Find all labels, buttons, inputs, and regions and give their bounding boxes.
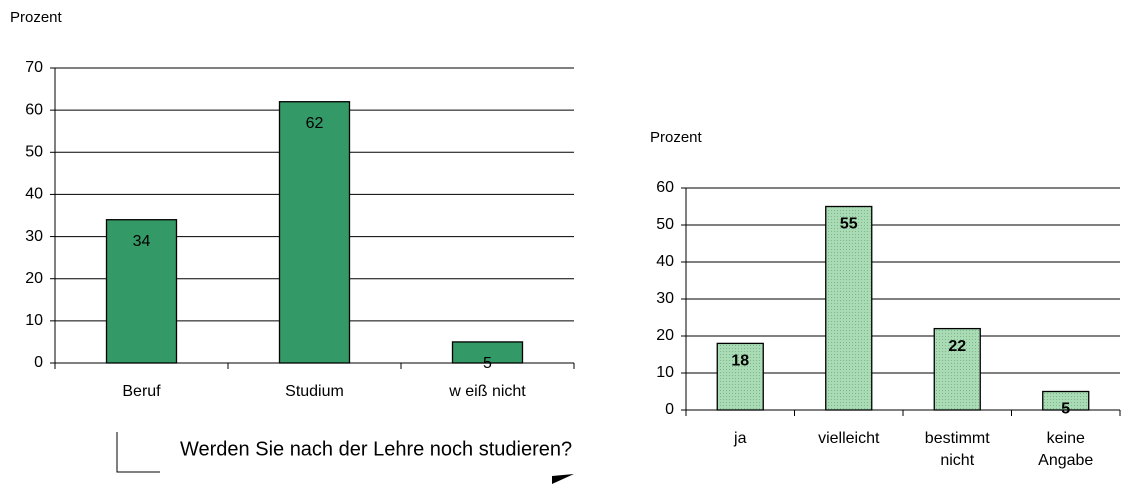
value-label: 62 xyxy=(306,115,324,132)
caption-arrow xyxy=(552,474,574,484)
x-tick-label: ja xyxy=(734,430,747,447)
y-tick-label: 70 xyxy=(25,59,43,76)
y-tick-label: 0 xyxy=(34,354,43,371)
value-label: 5 xyxy=(1061,401,1070,418)
x-tick-label: Beruf xyxy=(122,383,161,400)
caption-bracket xyxy=(116,432,160,473)
y-tick-label: 10 xyxy=(656,364,674,381)
y-tick-label: 60 xyxy=(656,179,674,196)
bar-texture xyxy=(935,329,980,409)
value-label: 34 xyxy=(133,233,151,250)
y-tick-label: 40 xyxy=(25,186,43,203)
value-label: 5 xyxy=(483,355,492,372)
y-tick-label: 30 xyxy=(25,228,43,245)
x-tick-label: bestimmt nicht xyxy=(924,430,990,469)
value-label: 18 xyxy=(731,353,749,370)
y-tick-label: 60 xyxy=(25,101,43,118)
bar xyxy=(105,219,178,364)
y-tick-label: 50 xyxy=(656,216,674,233)
value-label: 22 xyxy=(948,338,966,355)
value-label: 55 xyxy=(840,216,858,233)
x-tick-label: Studium xyxy=(285,383,344,400)
y-tick-label: 50 xyxy=(25,144,43,161)
caption: Werden Sie nach der Lehre noch studieren… xyxy=(180,438,572,460)
y-tick-label: 0 xyxy=(665,401,674,418)
y-tick-label: 40 xyxy=(656,253,674,270)
y-tick-label: 10 xyxy=(25,312,43,329)
y-tick-label: 20 xyxy=(25,270,43,287)
x-tick-label: keine Angabe xyxy=(1038,430,1094,469)
bar xyxy=(451,341,524,364)
y-axis-label: Prozent xyxy=(650,129,703,146)
x-tick-label: w eiß nicht xyxy=(449,383,526,400)
y-tick-label: 20 xyxy=(656,327,674,344)
bar-texture xyxy=(718,344,763,409)
y-axis-label: Prozent xyxy=(10,9,63,26)
bar xyxy=(278,101,351,364)
y-tick-label: 30 xyxy=(656,290,674,307)
x-tick-label: vielleicht xyxy=(818,430,880,447)
bar-texture xyxy=(1043,392,1088,409)
bar-texture xyxy=(826,207,871,409)
